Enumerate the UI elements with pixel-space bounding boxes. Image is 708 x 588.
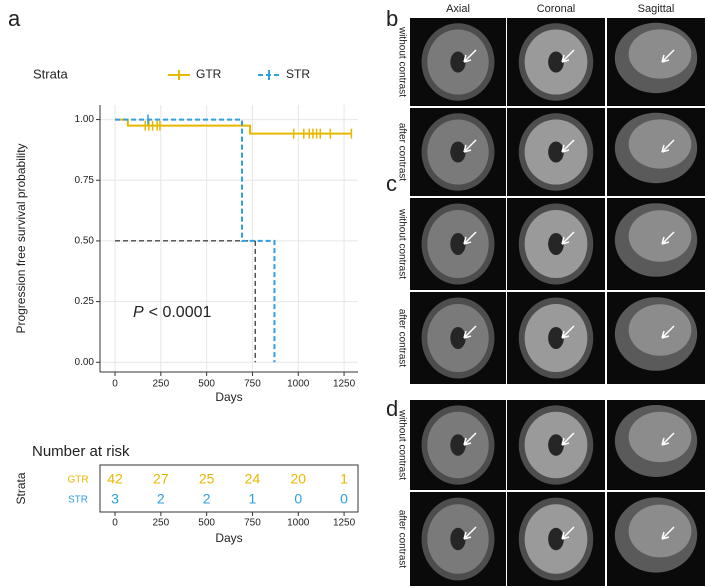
mri-brain [628, 504, 692, 558]
mri-brain [628, 411, 692, 463]
column-header: Axial [446, 3, 470, 15]
risk-count: 0 [340, 491, 348, 507]
panel-label: a [8, 6, 21, 31]
y-axis-title: Progression free survival probability [14, 143, 28, 333]
risk-row-name: GTR [67, 475, 88, 486]
mri-arrow [463, 325, 477, 339]
legend-label: GTR [196, 67, 222, 81]
mri-brain [628, 29, 692, 79]
x-tick-label: 250 [152, 518, 169, 529]
y-tick-label: 0.50 [75, 236, 95, 247]
x-tick-label: 500 [198, 518, 215, 529]
x-tick-label: 750 [244, 379, 261, 390]
mri-arrow [463, 231, 477, 245]
row-label: after contrast [396, 510, 407, 569]
p-text: < 0.0001 [149, 304, 212, 321]
mri-arrow [561, 432, 575, 446]
x-tick-label: 1000 [287, 379, 310, 390]
mri-ventricle [450, 326, 466, 350]
mri-arrow [463, 49, 477, 63]
mri-ventricle [548, 51, 564, 73]
p-value: P < 0.0001 [133, 304, 212, 321]
mri-ventricle [450, 434, 466, 456]
mri-arrow [561, 231, 575, 245]
mri-brain [628, 304, 692, 356]
x-axis-title: Days [215, 390, 242, 404]
x-tick-label: 1000 [287, 518, 310, 529]
column-header: Sagittal [638, 3, 675, 15]
survival-curve [115, 118, 276, 363]
mri-brain [628, 119, 692, 169]
mri-arrow [561, 526, 575, 540]
row-label: without contrast [396, 409, 407, 480]
x-tick-label: 0 [112, 518, 118, 529]
legend-label: STR [286, 67, 310, 81]
mri-arrow [561, 139, 575, 153]
x-tick-label: 250 [152, 379, 169, 390]
risk-count: 0 [294, 491, 302, 507]
risk-count: 24 [245, 471, 261, 487]
x-tick-label: 0 [112, 379, 118, 390]
mri-arrow [661, 526, 675, 540]
x-tick-label: 1250 [333, 379, 356, 390]
mri-ventricle [548, 326, 564, 350]
mri-arrow [463, 432, 477, 446]
mri-ventricle [450, 51, 466, 73]
mri-arrow [661, 139, 675, 153]
mri-ventricle [450, 527, 466, 551]
mri-arrow [463, 139, 477, 153]
mri-ventricle [548, 141, 564, 163]
x-tick-label: 1250 [333, 518, 356, 529]
risk-title: Number at risk [32, 443, 130, 460]
mri-ventricle [450, 232, 466, 256]
mri-arrow [463, 526, 477, 540]
row-label: after contrast [396, 309, 407, 368]
y-tick-label: 0.25 [75, 296, 95, 307]
mri-brain [628, 210, 692, 262]
risk-count: 20 [290, 471, 306, 487]
risk-box [99, 464, 359, 513]
row-label: without contrast [396, 26, 407, 97]
legend-title: Strata [33, 66, 68, 81]
risk-y-title: Strata [14, 472, 28, 504]
mri-arrow [661, 231, 675, 245]
mri-arrow [561, 325, 575, 339]
risk-count: 27 [153, 471, 169, 487]
y-tick-label: 0.00 [75, 357, 95, 368]
mri-arrow [661, 432, 675, 446]
mri-ventricle [548, 527, 564, 551]
p-symbol: P [133, 304, 144, 321]
panel-label: c [386, 171, 397, 196]
column-header: Coronal [537, 3, 576, 15]
panel-label: d [386, 396, 398, 421]
mri-arrow [661, 325, 675, 339]
risk-count: 1 [340, 471, 348, 487]
mri-ventricle [548, 232, 564, 256]
mri-arrow [561, 49, 575, 63]
risk-x-title: Days [215, 531, 242, 545]
panel-label: b [386, 6, 398, 31]
mri-arrow [661, 49, 675, 63]
risk-count: 25 [199, 471, 215, 487]
risk-count: 42 [107, 471, 123, 487]
row-label: without contrast [396, 208, 407, 279]
y-tick-label: 0.75 [75, 175, 95, 186]
mri-ventricle [450, 141, 466, 163]
risk-row-name: STR [68, 495, 88, 506]
risk-count: 2 [157, 491, 165, 507]
risk-count: 3 [111, 491, 119, 507]
mri-ventricle [548, 434, 564, 456]
risk-count: 2 [203, 491, 211, 507]
y-tick-label: 1.00 [75, 114, 95, 125]
x-tick-label: 500 [198, 379, 215, 390]
row-label: after contrast [396, 123, 407, 182]
risk-count: 1 [249, 491, 257, 507]
x-tick-label: 750 [244, 518, 261, 529]
